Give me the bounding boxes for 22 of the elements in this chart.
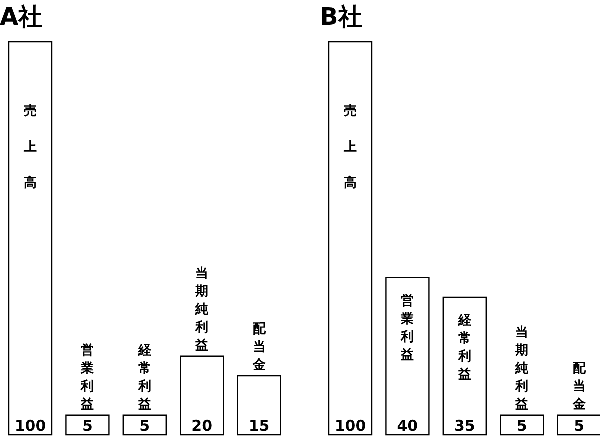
data-label: 20 (192, 417, 213, 435)
chart-title: A社 (0, 2, 44, 33)
x-tick-label: 当期純利益 (514, 325, 530, 412)
data-label: 5 (140, 417, 150, 435)
chart-title: B社 (320, 2, 364, 33)
x-tick-label: 当期純利益 (194, 266, 210, 354)
x-tick-label: 配当金 (572, 361, 587, 412)
data-label: 5 (82, 417, 93, 435)
x-tick-label: 営業利益 (400, 292, 414, 363)
data-label: 35 (454, 417, 476, 435)
data-label: 5 (516, 417, 528, 435)
data-label: 15 (248, 417, 270, 435)
x-tick-label: 経常利益 (137, 343, 152, 412)
x-tick-label: 営業利益 (80, 342, 94, 412)
data-label: 40 (397, 417, 418, 435)
category-label: 売上高 (344, 104, 357, 191)
category-label: 売上高 (24, 104, 37, 191)
data-label: 5 (574, 417, 585, 435)
x-tick-label: 配当金 (252, 322, 267, 374)
data-label: 100 (14, 417, 46, 435)
x-tick-label: 経常利益 (457, 313, 472, 382)
data-label: 100 (334, 417, 366, 435)
